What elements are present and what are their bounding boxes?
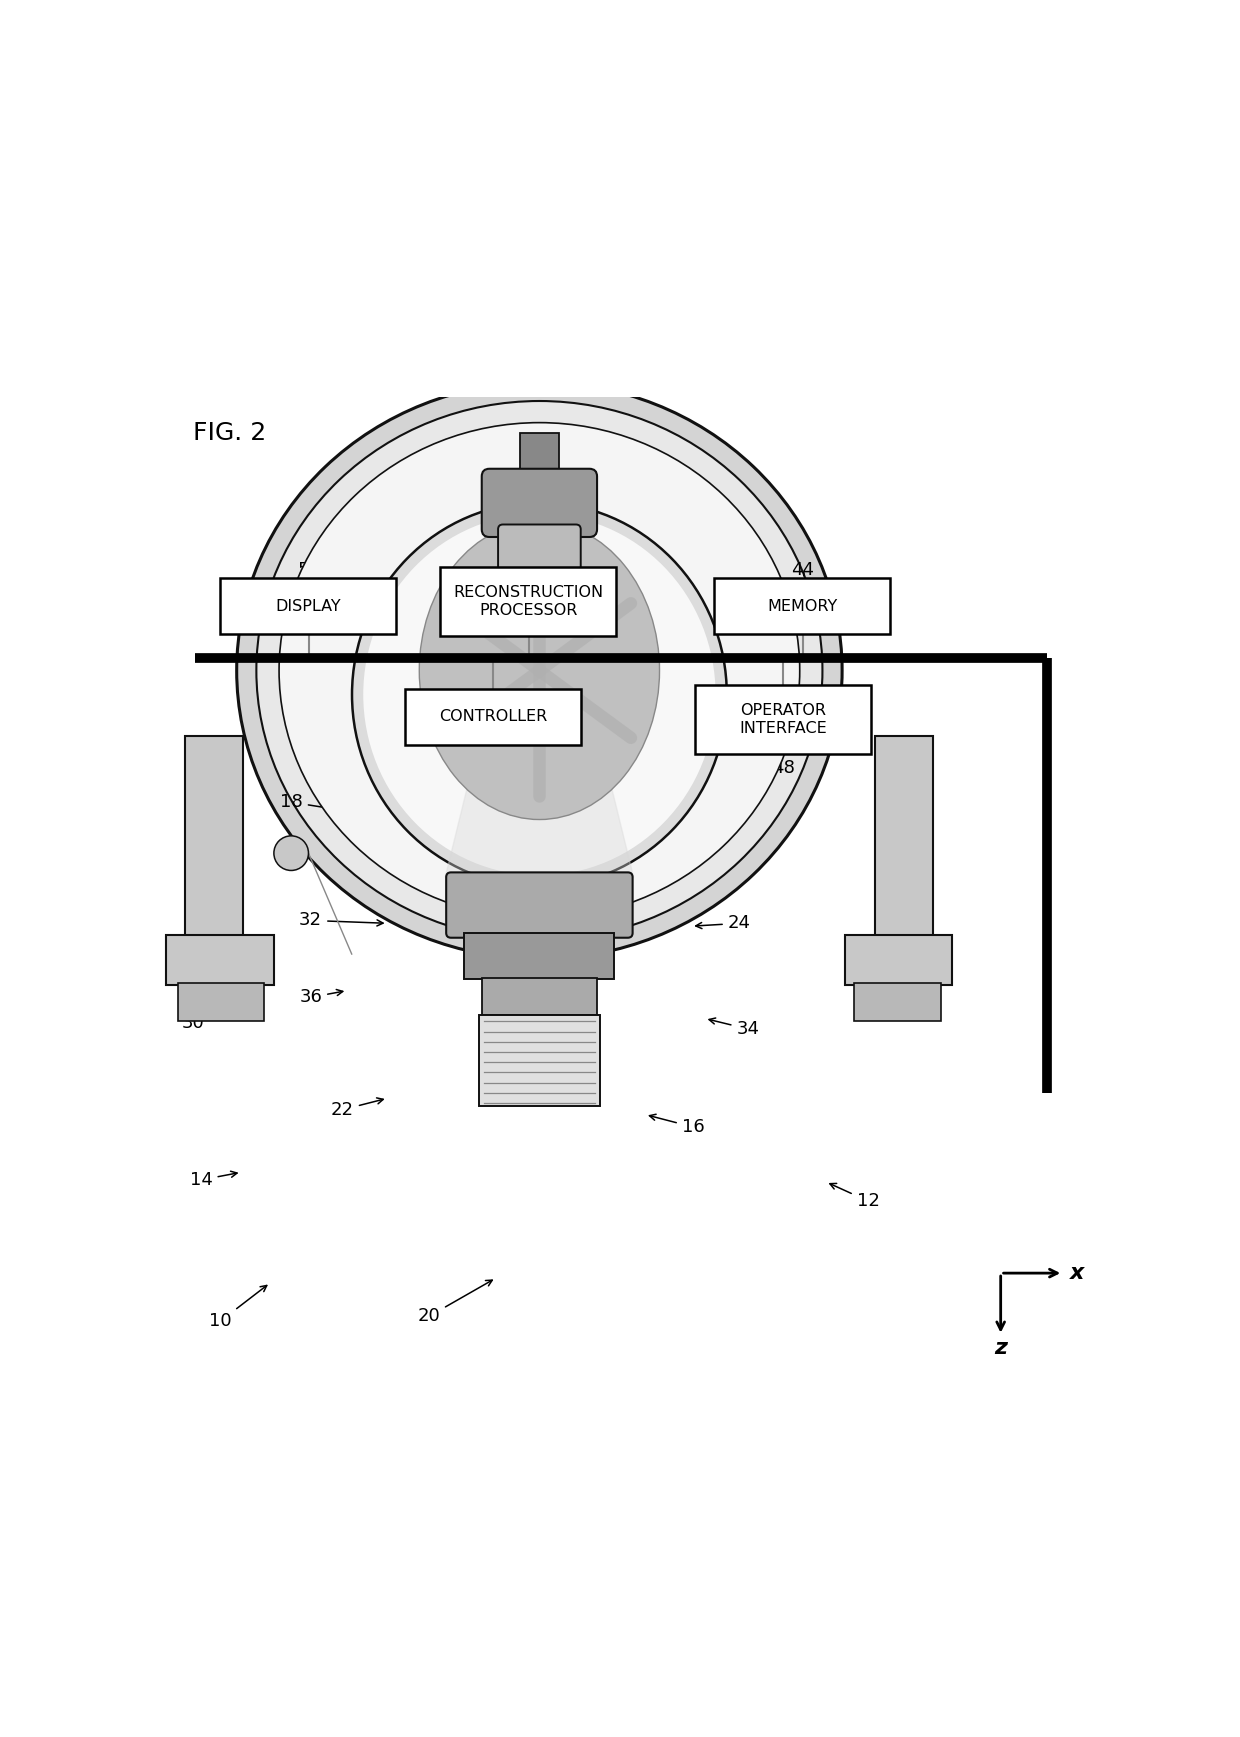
FancyBboxPatch shape	[166, 935, 274, 985]
FancyBboxPatch shape	[714, 578, 890, 634]
FancyBboxPatch shape	[481, 978, 596, 1014]
FancyBboxPatch shape	[446, 872, 632, 938]
Text: OPERATOR
INTERFACE: OPERATOR INTERFACE	[739, 703, 827, 736]
Text: 14: 14	[190, 1171, 237, 1188]
FancyBboxPatch shape	[496, 573, 583, 611]
Text: 12: 12	[830, 1183, 879, 1211]
FancyBboxPatch shape	[844, 935, 952, 985]
Text: MEMORY: MEMORY	[768, 599, 837, 613]
Text: 16: 16	[650, 1113, 704, 1136]
Text: z: z	[994, 1337, 1007, 1358]
Ellipse shape	[237, 382, 842, 959]
Ellipse shape	[363, 514, 715, 875]
Text: 34: 34	[709, 1018, 759, 1039]
Text: FIG. 2: FIG. 2	[193, 420, 267, 445]
FancyBboxPatch shape	[465, 933, 614, 980]
Text: 30: 30	[182, 1014, 223, 1032]
FancyBboxPatch shape	[481, 469, 596, 537]
FancyBboxPatch shape	[479, 1014, 600, 1106]
Text: 40: 40	[517, 549, 541, 568]
Text: 10: 10	[210, 1285, 267, 1331]
Text: CONTROLLER: CONTROLLER	[439, 709, 547, 724]
FancyBboxPatch shape	[854, 983, 941, 1021]
Ellipse shape	[257, 401, 822, 940]
Text: RECONSTRUCTION
PROCESSOR: RECONSTRUCTION PROCESSOR	[454, 585, 604, 618]
Text: 60: 60	[482, 745, 505, 768]
FancyBboxPatch shape	[875, 736, 932, 936]
Ellipse shape	[279, 422, 800, 919]
Text: 24: 24	[696, 914, 750, 933]
Text: x: x	[1070, 1263, 1085, 1284]
FancyBboxPatch shape	[696, 684, 870, 754]
Text: 48: 48	[773, 754, 795, 776]
Ellipse shape	[352, 502, 727, 886]
FancyBboxPatch shape	[440, 566, 616, 636]
Ellipse shape	[419, 521, 660, 820]
Text: 32: 32	[299, 912, 383, 929]
FancyBboxPatch shape	[221, 578, 397, 634]
FancyBboxPatch shape	[185, 736, 243, 936]
FancyBboxPatch shape	[177, 983, 264, 1021]
Text: 36: 36	[299, 988, 342, 1006]
Text: 18: 18	[280, 794, 408, 823]
Text: 44: 44	[791, 561, 815, 578]
Circle shape	[274, 835, 309, 870]
FancyBboxPatch shape	[521, 433, 558, 476]
Text: 22: 22	[331, 1098, 383, 1119]
FancyBboxPatch shape	[404, 690, 580, 745]
Text: 20: 20	[418, 1280, 492, 1325]
FancyBboxPatch shape	[498, 525, 580, 580]
Polygon shape	[445, 518, 634, 877]
Text: DISPLAY: DISPLAY	[275, 599, 341, 613]
Text: 52: 52	[298, 561, 320, 578]
